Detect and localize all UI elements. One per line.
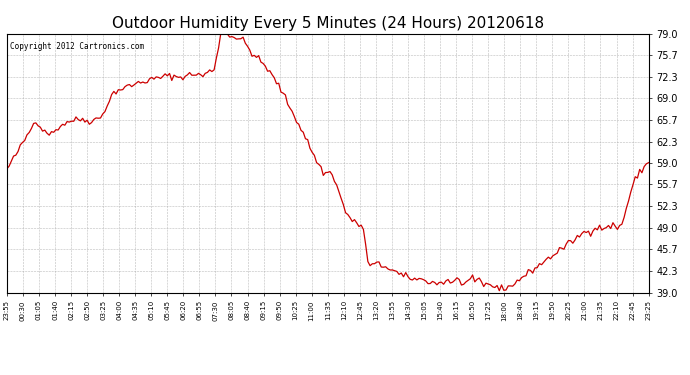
Text: Copyright 2012 Cartronics.com: Copyright 2012 Cartronics.com xyxy=(10,42,144,51)
Title: Outdoor Humidity Every 5 Minutes (24 Hours) 20120618: Outdoor Humidity Every 5 Minutes (24 Hou… xyxy=(112,16,544,31)
